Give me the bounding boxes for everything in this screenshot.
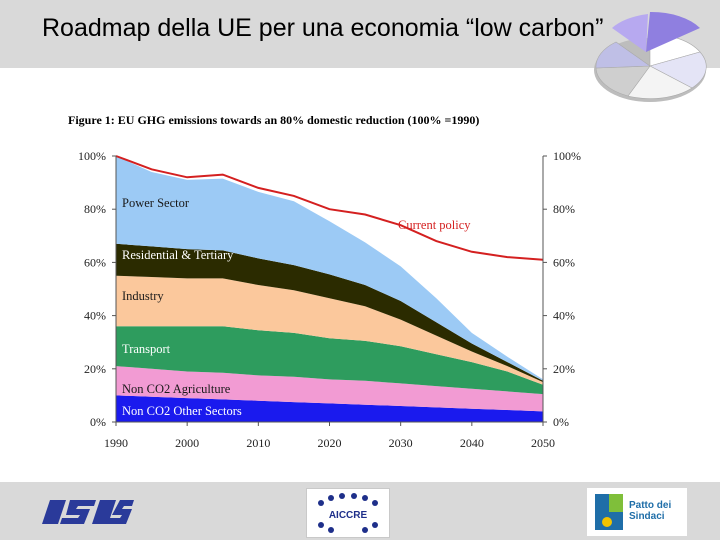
area-power-sector (116, 156, 543, 381)
area-series-group (116, 156, 543, 422)
y-tick-label-left: 40% (84, 309, 106, 323)
patto-logo-line1: Patto dei (629, 500, 671, 511)
area-non-co2-agriculture (116, 366, 543, 412)
y-tick-label-right: 60% (553, 255, 575, 269)
series-label-power-sector: Power Sector (122, 196, 190, 210)
y-tick-label-right: 0% (553, 415, 569, 429)
emissions-area-chart: 100% 100% 80% 80% 60% 60% 40% 40% 20% 20% 0% 0% 1990… (78, 149, 581, 450)
x-tick-label: 2030 (389, 436, 413, 450)
figure-title: Figure 1: EU GHG emissions towards an 80… (68, 113, 480, 127)
x-tick-label: 1990 (104, 436, 128, 450)
x-tick-label: 2000 (175, 436, 199, 450)
line-current-policy (115, 155, 544, 261)
y-tick-label-left: 60% (84, 255, 106, 269)
x-tick-label: 2050 (531, 436, 555, 450)
aiccre-logo: AICCRE (306, 488, 390, 538)
slide-title: Roadmap della UE per una economia “low c… (42, 14, 604, 42)
x-tick-label: 2010 (246, 436, 270, 450)
y-tick-label-left: 80% (84, 202, 106, 216)
aiccre-logo-text: AICCRE (329, 510, 368, 521)
y-tick-label-right: 20% (553, 362, 575, 376)
series-label-non-co2-other-sectors: Non CO2 Other Sectors (122, 404, 242, 418)
aiccre-stars-icon: AICCRE (318, 493, 378, 533)
patto-sindaci-logo: Patto dei Sindaci (587, 488, 687, 536)
line-label-current-policy: Current policy (398, 218, 471, 232)
series-label-non-co2-agriculture: Non CO2 Agriculture (122, 382, 231, 396)
area-industry (116, 275, 543, 385)
y-tick-label-left: 100% (78, 149, 106, 163)
y-tick-label-left: 0% (90, 415, 106, 429)
patto-logo-line2: Sindaci (629, 511, 665, 522)
chart-axes: 100% 100% 80% 80% 60% 60% 40% 40% 20% 20% 0% 0% 1990… (78, 149, 581, 450)
y-tick-label-left: 20% (84, 362, 106, 376)
area-residential-tertiary (116, 243, 543, 383)
line-series-group (115, 155, 544, 261)
x-tick-label: 2020 (318, 436, 342, 450)
series-label-transport: Transport (122, 342, 171, 356)
footer-bar: AICCRE Patto dei Sindaci (0, 482, 720, 540)
area-non-co2-other-sectors (116, 395, 543, 422)
series-label-residential-tertiary: Residential & Tertiary (122, 248, 234, 262)
y-tick-label-right: 40% (553, 309, 575, 323)
series-label-industry: Industry (122, 289, 164, 303)
patto-logo-icon: Patto dei Sindaci (595, 494, 671, 530)
x-tick-label: 2040 (460, 436, 484, 450)
pie-chart-logo-icon (594, 11, 707, 102)
y-tick-label-right: 80% (553, 202, 575, 216)
isis-logo-icon (42, 500, 134, 524)
series-labels: Non CO2 Other Sectors Non CO2 Agriculture… (122, 196, 471, 418)
area-transport (116, 326, 543, 395)
title-bar: Roadmap della UE per una economia “low c… (0, 0, 720, 68)
y-tick-label-right: 100% (553, 149, 581, 163)
